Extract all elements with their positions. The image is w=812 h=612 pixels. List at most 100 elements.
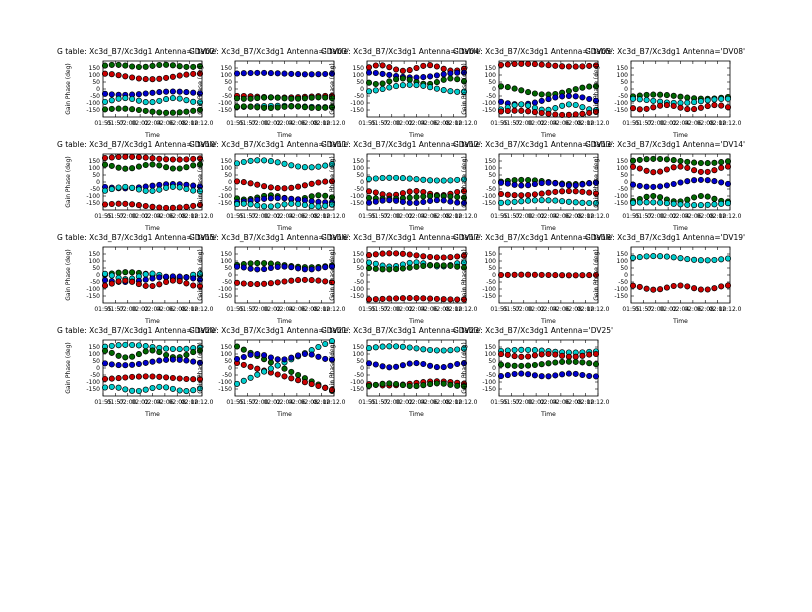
data-point xyxy=(460,383,468,390)
data-point xyxy=(504,191,511,198)
data-point xyxy=(122,341,129,348)
y-axis-label: Gain Phase (deg) xyxy=(65,156,72,208)
y-tick-label: -50 xyxy=(90,186,100,193)
data-point xyxy=(108,361,115,368)
data-point xyxy=(406,295,413,302)
y-tick-label: 0 xyxy=(360,179,364,186)
x-tick-label: 01:55 xyxy=(226,120,243,127)
data-point xyxy=(427,253,434,261)
data-point xyxy=(724,104,732,111)
x-tick-label: 02:06 xyxy=(552,120,569,127)
data-point xyxy=(322,70,329,78)
data-point xyxy=(108,162,115,169)
data-point xyxy=(420,253,427,260)
data-point xyxy=(670,92,677,99)
data-point xyxy=(684,283,691,290)
data-point xyxy=(176,72,183,79)
x-tick-label: 02:08 xyxy=(169,306,186,313)
x-tick-label: 02:04 xyxy=(276,120,293,127)
data-point xyxy=(142,99,149,106)
data-point xyxy=(379,62,386,69)
data-point xyxy=(697,202,704,209)
data-point xyxy=(525,176,532,184)
data-point xyxy=(254,260,261,267)
data-point xyxy=(406,188,413,195)
data-point xyxy=(295,200,302,208)
y-tick-label: 50 xyxy=(488,79,496,86)
data-point xyxy=(629,282,637,289)
y-tick-label: 100 xyxy=(485,258,497,265)
data-point xyxy=(190,107,197,114)
data-point xyxy=(315,353,322,360)
data-point xyxy=(315,265,322,272)
data-point xyxy=(572,272,579,279)
x-tick-label: 02:04 xyxy=(144,306,161,313)
data-point xyxy=(115,184,122,191)
data-point xyxy=(586,95,593,103)
data-point xyxy=(433,295,440,302)
data-point xyxy=(135,91,142,98)
data-point xyxy=(447,347,454,354)
data-point xyxy=(301,71,308,78)
data-point xyxy=(684,164,691,171)
data-point xyxy=(115,153,122,161)
data-point xyxy=(308,203,315,210)
y-tick-label: -50 xyxy=(222,186,232,193)
data-point xyxy=(525,191,532,199)
y-tick-label: 100 xyxy=(485,72,497,79)
data-point xyxy=(518,362,525,369)
data-point xyxy=(261,104,268,111)
data-point xyxy=(247,363,254,370)
y-tick-label: 150 xyxy=(89,251,101,258)
data-point xyxy=(579,352,586,359)
data-point xyxy=(322,94,329,101)
y-tick-label: 0 xyxy=(492,179,496,186)
y-tick-label: -50 xyxy=(486,279,496,286)
x-axis-label: Time xyxy=(144,318,160,325)
data-point xyxy=(190,63,197,70)
data-point xyxy=(643,167,650,174)
data-point xyxy=(399,295,406,302)
data-point xyxy=(135,281,142,288)
data-point xyxy=(579,272,586,279)
data-point xyxy=(190,282,197,289)
data-point xyxy=(531,99,538,106)
x-tick-label: 01:57 xyxy=(239,120,256,127)
x-axis-label: Time xyxy=(672,225,688,232)
data-point xyxy=(440,76,447,83)
data-point xyxy=(413,188,420,195)
data-point xyxy=(254,69,261,76)
data-point xyxy=(433,72,440,79)
data-point xyxy=(288,70,295,77)
data-point xyxy=(538,190,545,197)
data-point xyxy=(592,361,600,368)
x-tick-label: 02:00 xyxy=(647,213,664,220)
data-point xyxy=(629,157,637,164)
data-point xyxy=(233,355,241,363)
data-point xyxy=(115,278,122,285)
subplot-title: G table: Xc3d_B7/Xc3dg1 Antenna='DV21' xyxy=(189,326,349,335)
data-point xyxy=(525,271,532,278)
y-tick-label: -100 xyxy=(86,379,100,386)
data-point xyxy=(447,262,454,269)
data-point xyxy=(156,61,163,69)
data-point xyxy=(196,188,204,195)
x-tick-label: 02:00 xyxy=(383,306,400,313)
data-point xyxy=(454,382,461,389)
x-tick-label: 02:10 xyxy=(445,399,462,406)
data-point xyxy=(233,380,241,387)
data-point xyxy=(190,182,197,189)
x-tick-label: 01:55 xyxy=(622,120,639,127)
data-point xyxy=(190,275,197,282)
y-tick-label: -100 xyxy=(482,193,496,200)
data-point xyxy=(163,88,170,95)
data-point xyxy=(122,277,129,284)
x-tick-label: 02:00 xyxy=(383,213,400,220)
data-point xyxy=(386,380,393,387)
y-tick-label: 150 xyxy=(221,158,233,165)
data-point xyxy=(149,182,156,189)
x-tick-label: 02:04 xyxy=(408,399,425,406)
data-point xyxy=(427,381,434,388)
y-tick-label: -100 xyxy=(218,379,232,386)
